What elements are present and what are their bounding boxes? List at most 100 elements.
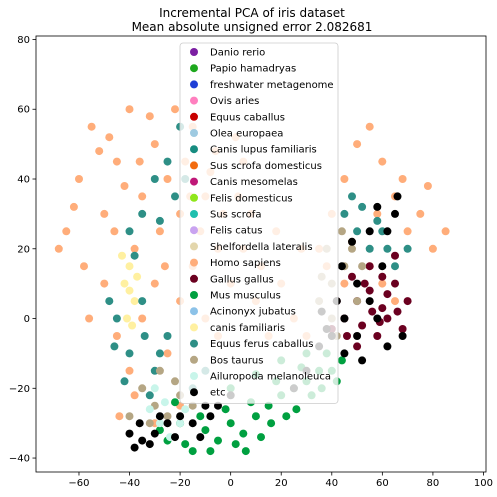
data-point xyxy=(348,244,356,253)
data-point xyxy=(353,297,362,306)
legend-label: Canis lupus familiaris xyxy=(210,145,317,156)
data-point xyxy=(391,262,399,271)
y-tick-label: −40 xyxy=(9,454,30,465)
data-point xyxy=(181,405,190,414)
legend-label: freshwater metagenome xyxy=(210,80,334,91)
data-point xyxy=(171,105,179,114)
data-point xyxy=(145,440,154,449)
legend: Danio rerio Papio hamadryas freshwater met… xyxy=(179,42,339,404)
y-tick-label: 40 xyxy=(17,175,30,186)
data-point xyxy=(373,332,382,340)
data-point xyxy=(353,279,362,288)
data-point xyxy=(100,279,109,288)
legend-label: Gallus gallus xyxy=(210,274,274,285)
data-point xyxy=(120,377,129,386)
data-point xyxy=(171,192,179,201)
data-point xyxy=(150,384,159,393)
y-tick-label: 0 xyxy=(24,314,30,325)
data-point xyxy=(353,342,362,351)
data-point xyxy=(358,202,367,211)
legend-label: Olea europaea xyxy=(210,129,283,140)
data-point xyxy=(145,112,154,121)
data-point xyxy=(150,175,159,183)
x-tick-label: −60 xyxy=(68,478,89,489)
legend-marker xyxy=(190,161,198,170)
data-point xyxy=(145,405,154,414)
legend-label: Danio rerio xyxy=(210,48,265,59)
data-point xyxy=(365,244,374,253)
data-point xyxy=(365,262,374,271)
x-tick-label: −20 xyxy=(170,478,191,489)
data-point xyxy=(373,314,382,323)
data-point xyxy=(105,133,114,142)
legend-label: Felis domesticus xyxy=(210,193,293,204)
data-point xyxy=(398,175,407,183)
x-tick-label: 60 xyxy=(376,478,389,489)
data-point xyxy=(383,244,392,253)
data-point xyxy=(135,419,144,428)
legend-label: Equus caballus xyxy=(210,112,285,123)
legend-label: Canis mesomelas xyxy=(210,177,298,188)
legend-marker xyxy=(190,307,198,316)
legend-label: canis familiaris xyxy=(210,323,285,334)
data-point xyxy=(196,433,205,442)
legend-marker xyxy=(190,96,198,105)
data-point xyxy=(105,297,114,306)
legend-label: Sus scrofa xyxy=(210,210,261,221)
data-point xyxy=(75,175,83,183)
data-point xyxy=(160,262,169,271)
data-point xyxy=(110,227,119,236)
legend-marker xyxy=(190,339,198,348)
legend-label: Shelfordella lateralis xyxy=(210,242,313,253)
legend-frame xyxy=(179,42,339,404)
data-point xyxy=(163,419,172,428)
legend-label: Ovis aries xyxy=(210,96,259,107)
data-point xyxy=(125,286,134,295)
data-point xyxy=(373,216,382,225)
legend-label: Acinonyx jubatus xyxy=(210,307,296,318)
data-point xyxy=(391,209,399,218)
data-point xyxy=(135,157,144,166)
data-point xyxy=(171,377,179,386)
data-point xyxy=(54,244,63,253)
data-point xyxy=(378,304,387,313)
data-point xyxy=(138,314,147,323)
data-point xyxy=(360,279,369,288)
data-point xyxy=(123,314,131,323)
x-axis: −60 −40 −20 0 20 40 60 80 100 xyxy=(68,472,493,489)
data-point xyxy=(155,366,164,375)
data-point xyxy=(128,321,137,330)
data-point xyxy=(383,290,392,299)
data-point xyxy=(343,332,351,340)
data-point xyxy=(337,262,346,271)
data-point xyxy=(155,412,164,421)
legend-marker xyxy=(190,80,198,89)
data-point xyxy=(383,227,392,236)
legend-marker xyxy=(190,242,198,251)
data-point xyxy=(163,349,172,358)
y-tick-label: 60 xyxy=(17,105,30,116)
y-axis: −40 −20 0 20 40 60 80 xyxy=(9,35,36,465)
data-point xyxy=(125,105,134,114)
x-tick-label: 100 xyxy=(474,478,493,489)
data-point xyxy=(150,140,159,149)
data-point xyxy=(348,237,356,246)
data-point xyxy=(403,297,412,306)
legend-label: Equus ferus caballus xyxy=(210,339,313,350)
data-point xyxy=(155,216,164,225)
data-point xyxy=(138,384,147,393)
data-point xyxy=(150,279,159,288)
data-point xyxy=(163,157,172,166)
data-point xyxy=(163,175,172,183)
chart-subtitle: Mean absolute unsigned error 2.082681 xyxy=(132,20,373,34)
x-tick-label: 80 xyxy=(427,478,440,489)
data-point xyxy=(340,279,349,288)
data-point xyxy=(383,342,392,351)
data-point xyxy=(112,157,121,166)
legend-marker xyxy=(190,64,198,73)
data-point xyxy=(391,279,399,288)
data-point xyxy=(282,412,291,421)
data-point xyxy=(292,405,301,414)
legend-marker xyxy=(190,274,198,283)
data-point xyxy=(118,251,126,260)
